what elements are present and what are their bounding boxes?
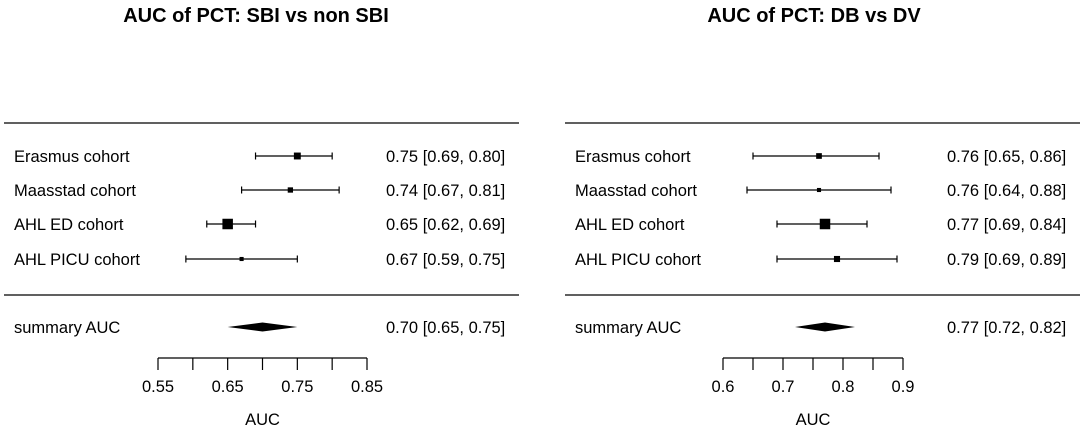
study-estimate-text: 0.67 [0.59, 0.75]	[386, 251, 505, 269]
summary-estimate-text: 0.77 [0.72, 0.82]	[947, 319, 1066, 337]
x-axis-label: AUC	[796, 411, 831, 429]
x-tick-label: 0.75	[281, 378, 313, 396]
point-estimate-square	[833, 255, 841, 263]
study-estimate-text: 0.76 [0.65, 0.86]	[947, 148, 1066, 166]
summary-label: summary AUC	[14, 319, 120, 337]
point-estimate-square	[239, 256, 244, 262]
chart-title: AUC of PCT: SBI vs non SBI	[123, 5, 389, 27]
study-label: AHL PICU cohort	[575, 251, 701, 269]
study-estimate-text: 0.77 [0.69, 0.84]	[947, 216, 1066, 234]
summary-estimate-text: 0.70 [0.65, 0.75]	[386, 319, 505, 337]
study-label: Maasstad cohort	[575, 182, 697, 200]
x-tick-label: 0.6	[712, 378, 735, 396]
study-estimate-text: 0.79 [0.69, 0.89]	[947, 251, 1066, 269]
x-tick-label: 0.9	[892, 378, 915, 396]
summary-diamond	[795, 322, 855, 332]
study-estimate-text: 0.74 [0.67, 0.81]	[386, 182, 505, 200]
x-tick-label: 0.85	[351, 378, 383, 396]
x-tick-label: 0.55	[142, 378, 174, 396]
study-label: AHL ED cohort	[14, 216, 124, 234]
study-label: AHL PICU cohort	[14, 251, 140, 269]
chart-title: AUC of PCT: DB vs DV	[707, 5, 921, 27]
point-estimate-square	[816, 153, 822, 159]
point-estimate-square	[287, 187, 294, 193]
study-label: AHL ED cohort	[575, 216, 685, 234]
study-estimate-text: 0.65 [0.62, 0.69]	[386, 216, 505, 234]
point-estimate-square	[819, 218, 831, 230]
point-estimate-square	[222, 218, 233, 230]
point-estimate-square	[293, 152, 301, 160]
study-label: Erasmus cohort	[14, 148, 130, 166]
study-estimate-text: 0.75 [0.69, 0.80]	[386, 148, 505, 166]
summary-diamond	[227, 322, 298, 332]
study-label: Erasmus cohort	[575, 148, 691, 166]
x-tick-label: 0.65	[212, 378, 244, 396]
x-tick-label: 0.8	[832, 378, 855, 396]
x-tick-label: 0.7	[772, 378, 795, 396]
summary-label: summary AUC	[575, 319, 681, 337]
study-label: Maasstad cohort	[14, 182, 136, 200]
point-estimate-square	[816, 187, 822, 193]
study-estimate-text: 0.76 [0.64, 0.88]	[947, 182, 1066, 200]
x-axis-label: AUC	[245, 411, 280, 429]
